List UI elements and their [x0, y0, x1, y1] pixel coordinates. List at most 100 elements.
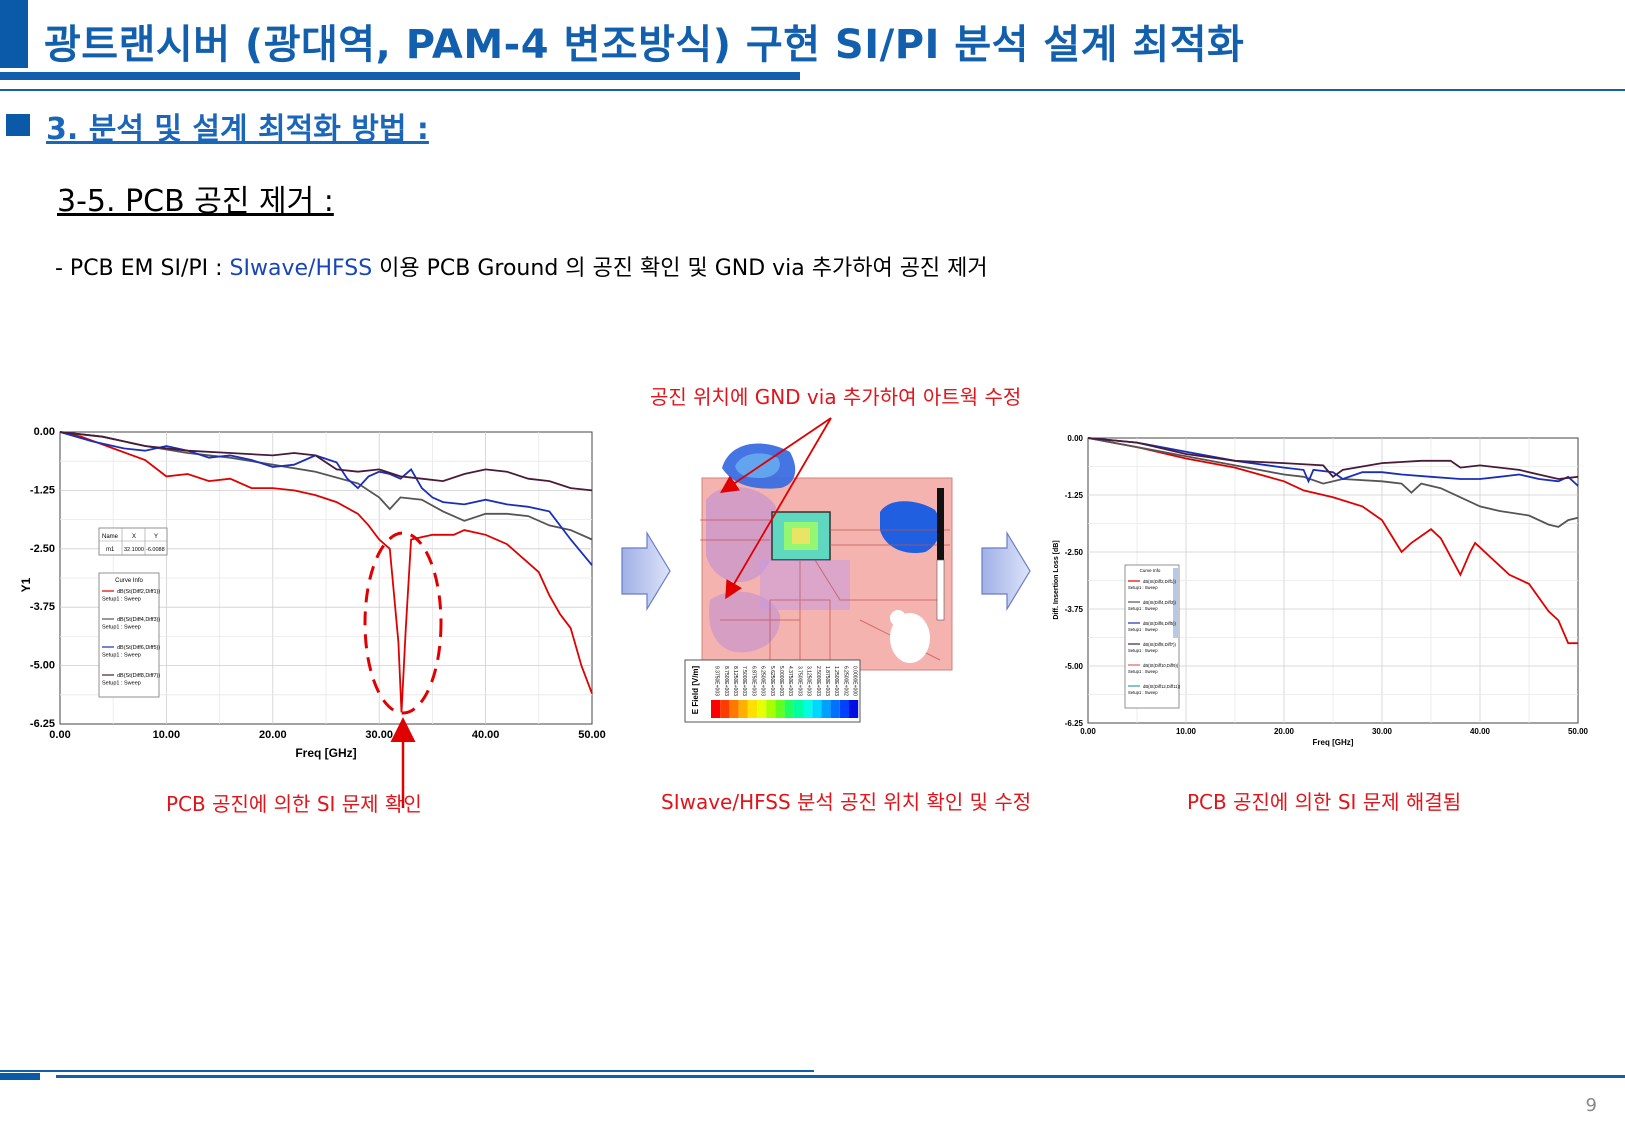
x-tick-label: 50.00 [578, 729, 606, 741]
x-tick-label: 20.00 [259, 729, 287, 741]
marker-head-x: X [132, 534, 136, 540]
legend-setup: Setup1 : Sweep [102, 653, 141, 659]
legend-series-name: dB(St(Diff8,Diff7)) [1143, 642, 1176, 647]
left-caption: PCB 공진에 의한 SI 문제 확인 [166, 792, 422, 816]
legend-setup: Setup1 : Sweep [1128, 690, 1158, 695]
field-scale-value: 3.7500E+003 [796, 666, 802, 696]
field-scale-value: 2.5000E+003 [815, 666, 821, 696]
legend-setup: Setup1 : Sweep [102, 597, 141, 603]
legend-setup: Setup1 : Sweep [1128, 606, 1158, 611]
left-insertion-loss-chart: 0.00 -1.25 -2.50 -3.75 -5.00 -6.25 0.00 10.00 2… [19, 426, 606, 808]
legend-series-name: dB(St(Diff10,Diff9)) [1143, 663, 1179, 668]
series-line-4 [59, 431, 593, 492]
center-caption: SIwave/HFSS 분석 공진 위치 확인 및 수정 [661, 790, 1032, 814]
x-tick-label: 40.00 [1470, 727, 1491, 736]
field-color-swatch [784, 700, 794, 718]
field-scale-value: 1.2500E+003 [833, 666, 839, 696]
legend-series-name: dB(St(Diff6,Diff5)) [1143, 621, 1176, 626]
x-tick-label: 40.00 [472, 729, 500, 741]
y-tick-label: -2.50 [1065, 548, 1084, 557]
legend-series-name: dB(St(Diff8,Diff7)) [117, 673, 160, 679]
y-tick-label: -6.25 [1065, 719, 1084, 728]
flow-arrow-2 [981, 530, 1031, 612]
field-color-swatch [711, 700, 721, 718]
field-region-left [706, 486, 780, 583]
e-field-legend: E Field [V/m] 9.3750E+003 8.7500E+003 8.12… [684, 659, 861, 723]
field-color-swatch [720, 700, 730, 718]
legend-setup: Setup1 : Sweep [1128, 669, 1158, 674]
left-legend-title: Curve Info [115, 578, 143, 584]
legend-setup: Setup1 : Sweep [1128, 585, 1158, 590]
series-line-2 [1087, 437, 1579, 528]
marker-head-y: Y [154, 534, 158, 540]
field-color-swatch [849, 700, 859, 718]
field-scale-value: 8.7500E+003 [723, 666, 729, 696]
field-scale-value: 8.1250E+003 [732, 666, 738, 696]
legend-setup: Setup1 : Sweep [102, 625, 141, 631]
y-tick-label: 0.00 [34, 426, 55, 438]
right-y-ticks: 0.00 -1.25 -2.50 -3.75 -5.00 -6.25 [1065, 434, 1084, 728]
field-color-swatch [775, 700, 785, 718]
marker-y: -6.0088 [146, 547, 165, 553]
right-legend: Curve Info dB(St(Diff2,Diff1))Setup1 : S… [1124, 564, 1181, 709]
field-scale-value: 4.3750E+003 [787, 666, 793, 696]
y-tick-label: -1.25 [1065, 491, 1084, 500]
y-tick-label: 0.00 [1067, 434, 1083, 443]
bullet-text: - PCB EM SI/PI : SIwave/HFSS 이용 PCB Grou… [55, 250, 988, 282]
x-tick-label: 50.00 [1568, 727, 1589, 736]
legend-series-name: dB(St(Diff12,Diff11)) [1143, 684, 1181, 689]
flow-arrow-1 [621, 530, 671, 612]
field-color-swatch [812, 700, 822, 718]
series-line-4 [1087, 437, 1579, 480]
x-tick-label: 10.00 [153, 729, 181, 741]
series-line-1 [1087, 437, 1578, 645]
field-scale-value: 5.6250E+003 [769, 666, 775, 696]
header-divider [0, 89, 1625, 91]
right-caption: PCB 공진에 의한 SI 문제 해결됨 [1187, 790, 1462, 814]
marker-name: m1 [106, 547, 115, 553]
left-y-ticks: 0.00 -1.25 -2.50 -3.75 -5.00 -6.25 [30, 426, 55, 730]
footer-divider [56, 1075, 1625, 1078]
left-series-group [59, 431, 593, 713]
field-color-swatch [738, 700, 748, 718]
x-tick-label: 10.00 [1176, 727, 1197, 736]
y-tick-label: -3.75 [30, 601, 55, 613]
field-scale-value: 7.5000E+003 [741, 666, 747, 696]
y-tick-label: -5.00 [30, 660, 55, 672]
field-color-swatch [821, 700, 831, 718]
marker-table: Name X Y m1 32.1000 -6.0088 [98, 527, 168, 556]
field-scale-value: 1.8750E+003 [824, 666, 830, 696]
right-x-ticks: 0.00 10.00 20.00 30.00 40.00 50.00 [1080, 727, 1588, 736]
field-scale-value: 6.2500E+003 [760, 666, 766, 696]
title-underline [0, 72, 800, 80]
series-line-1 [59, 431, 593, 713]
legend-series-name: dB(St(Diff2,Diff1)) [117, 589, 160, 595]
right-series-group [1087, 437, 1579, 645]
subsection-heading: 3-5. PCB 공진 제거 : [57, 184, 334, 219]
marker-x: 32.1000 [124, 547, 144, 553]
y-tick-label: -2.50 [30, 543, 55, 555]
field-color-swatch [793, 700, 803, 718]
field-color-swatch [729, 700, 739, 718]
section-heading: 3. 분석 및 설계 최적화 방법 : [46, 112, 429, 147]
left-y-label: Y1 [19, 577, 33, 592]
right-y-label: Diff. Insertion Loss [dB] [1053, 540, 1060, 619]
via-pointer-arrow-2 [725, 417, 832, 600]
legend-setup: Setup1 : Sweep [1128, 648, 1158, 653]
right-legend-title: Curve Info [1140, 568, 1161, 573]
field-color-swatch [757, 700, 767, 718]
field-scale-value: 3.1250E+003 [806, 666, 812, 696]
field-color-swatch [747, 700, 757, 718]
left-x-label: Freq [GHz] [295, 746, 356, 760]
e-field-label: E Field [V/m] [691, 665, 700, 714]
left-legend: Curve Info dB(St(Diff2,Diff1)) Setup1 : S… [98, 572, 160, 698]
x-tick-label: 30.00 [1372, 727, 1393, 736]
field-scale-value: 0.0000E+000 [852, 666, 858, 696]
legend-series-name: dB(St(Diff6,Diff5)) [117, 645, 160, 651]
page-number: 9 [1585, 1095, 1597, 1116]
x-tick-label: 0.00 [1080, 727, 1096, 736]
footer-accent-block [0, 1073, 40, 1080]
legend-series-name: dB(St(Diff2,Diff1)) [1143, 579, 1176, 584]
right-x-label: Freq [GHz] [1313, 738, 1354, 747]
field-color-swatch [803, 700, 813, 718]
